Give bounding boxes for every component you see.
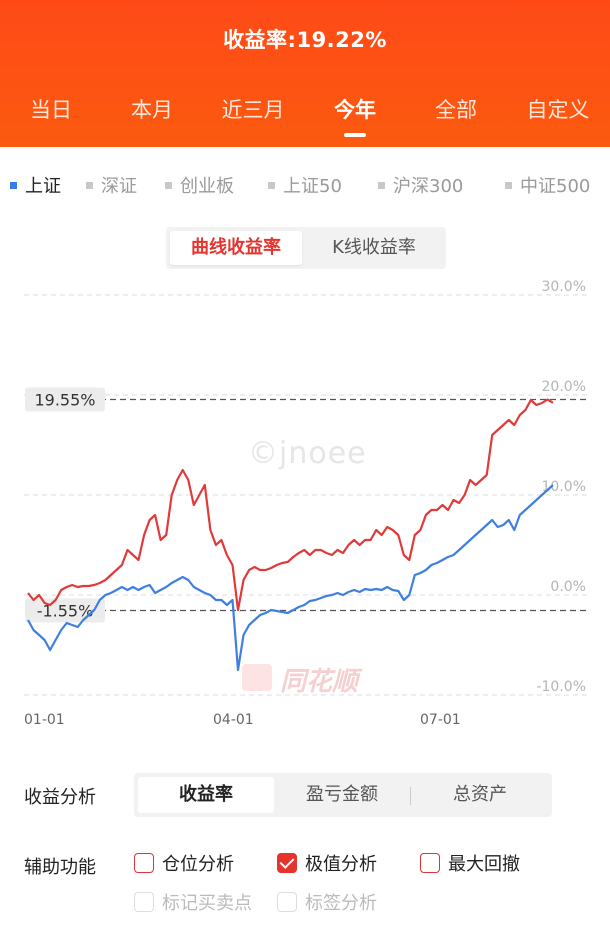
y-tick-label: 10.0% (542, 479, 586, 495)
checkbox-box (277, 892, 297, 912)
index-color-dot (165, 181, 172, 189)
header-bar: 收益率:19.22% 当日 本月 近三月 今年 全部 自定义 (0, 0, 610, 147)
brand-watermark: 同花顺 (280, 667, 359, 697)
tab-this-year[interactable]: 今年 (334, 98, 376, 122)
segment-return-rate[interactable]: 收益率 (138, 777, 274, 813)
tab-all[interactable]: 全部 (435, 98, 477, 122)
check-icon (277, 853, 297, 873)
return-rate-title: 收益率:19.22% (223, 28, 387, 52)
checkbox-box (420, 853, 440, 873)
tab-three-months[interactable]: 近三月 (221, 98, 285, 122)
max-drawdown-checkbox[interactable]: 最大回撤 (420, 852, 520, 878)
index-color-dot (378, 181, 385, 189)
index-color-dot (268, 181, 275, 189)
extreme-analysis-checkbox[interactable]: 极值分析 (277, 852, 377, 878)
tag-analysis-checkbox: 标签分析 (277, 891, 377, 917)
checkbox-box (134, 853, 154, 873)
checkbox-box (134, 892, 154, 912)
max-marker-label: 19.55% (34, 391, 95, 410)
portfolio-return-line (27, 398, 554, 612)
analysis-label: 收益分析 (24, 787, 96, 808)
kline-return-button[interactable]: K线收益率 (332, 237, 416, 258)
index-item-sse50[interactable]: 上证50 (268, 172, 342, 198)
y-tick-label: 20.0% (542, 379, 586, 395)
curve-return-button[interactable]: 曲线收益率 (170, 231, 302, 265)
index-item-shanghai[interactable]: 上证 (10, 172, 61, 198)
x-tick-label: 01-01 (24, 712, 65, 728)
min-marker-label: -1.55% (37, 602, 94, 621)
analysis-segment: 收益率 盈亏金额 总资产 (134, 773, 552, 817)
segment-total-assets[interactable]: 总资产 (453, 784, 507, 805)
segment-divider (410, 787, 411, 805)
period-tabs: 当日 本月 近三月 今年 全部 自定义 (0, 94, 610, 137)
return-chart: 30.0% 20.0% 10.0% 0.0% -10.0% 01-01 04-01 07-01… (0, 270, 610, 740)
index-color-dot (86, 181, 93, 189)
index-item-csi300[interactable]: 沪深300 (378, 172, 463, 198)
segment-profit-amount[interactable]: 盈亏金额 (306, 784, 378, 805)
min-marker-badge (25, 598, 105, 623)
index-color-dot (10, 181, 17, 189)
chart-type-toggle: 曲线收益率 K线收益率 (166, 227, 446, 269)
position-analysis-checkbox[interactable]: 仓位分析 (134, 852, 234, 878)
brand-logo-icon (242, 664, 272, 691)
y-tick-label: 0.0% (550, 579, 586, 595)
y-tick-label: -10.0% (536, 679, 586, 695)
index-item-chinext[interactable]: 创业板 (165, 172, 234, 198)
index-color-dot (505, 181, 512, 189)
active-tab-indicator (344, 133, 366, 137)
index-return-line (27, 484, 554, 672)
x-tick-label: 07-01 (420, 712, 461, 728)
chart-canvas: 30.0% 20.0% 10.0% 0.0% -10.0% 01-01 04-01 07-01… (24, 279, 588, 728)
tab-today[interactable]: 当日 (30, 98, 72, 122)
x-tick-label: 04-01 (213, 712, 254, 728)
index-item-shenzhen[interactable]: 深证 (86, 172, 137, 198)
index-item-csi500[interactable]: 中证500 (505, 172, 590, 198)
y-tick-label: 30.0% (542, 279, 586, 295)
aux-label: 辅助功能 (24, 857, 96, 878)
mark-trades-checkbox: 标记买卖点 (134, 891, 252, 917)
tab-custom[interactable]: 自定义 (526, 98, 590, 122)
tab-month[interactable]: 本月 (131, 98, 173, 122)
index-selector: 上证 深证 创业板 上证50 沪深300 中证500 (0, 172, 610, 200)
max-marker-badge (25, 387, 105, 412)
watermark: ©jnoee (248, 436, 367, 471)
